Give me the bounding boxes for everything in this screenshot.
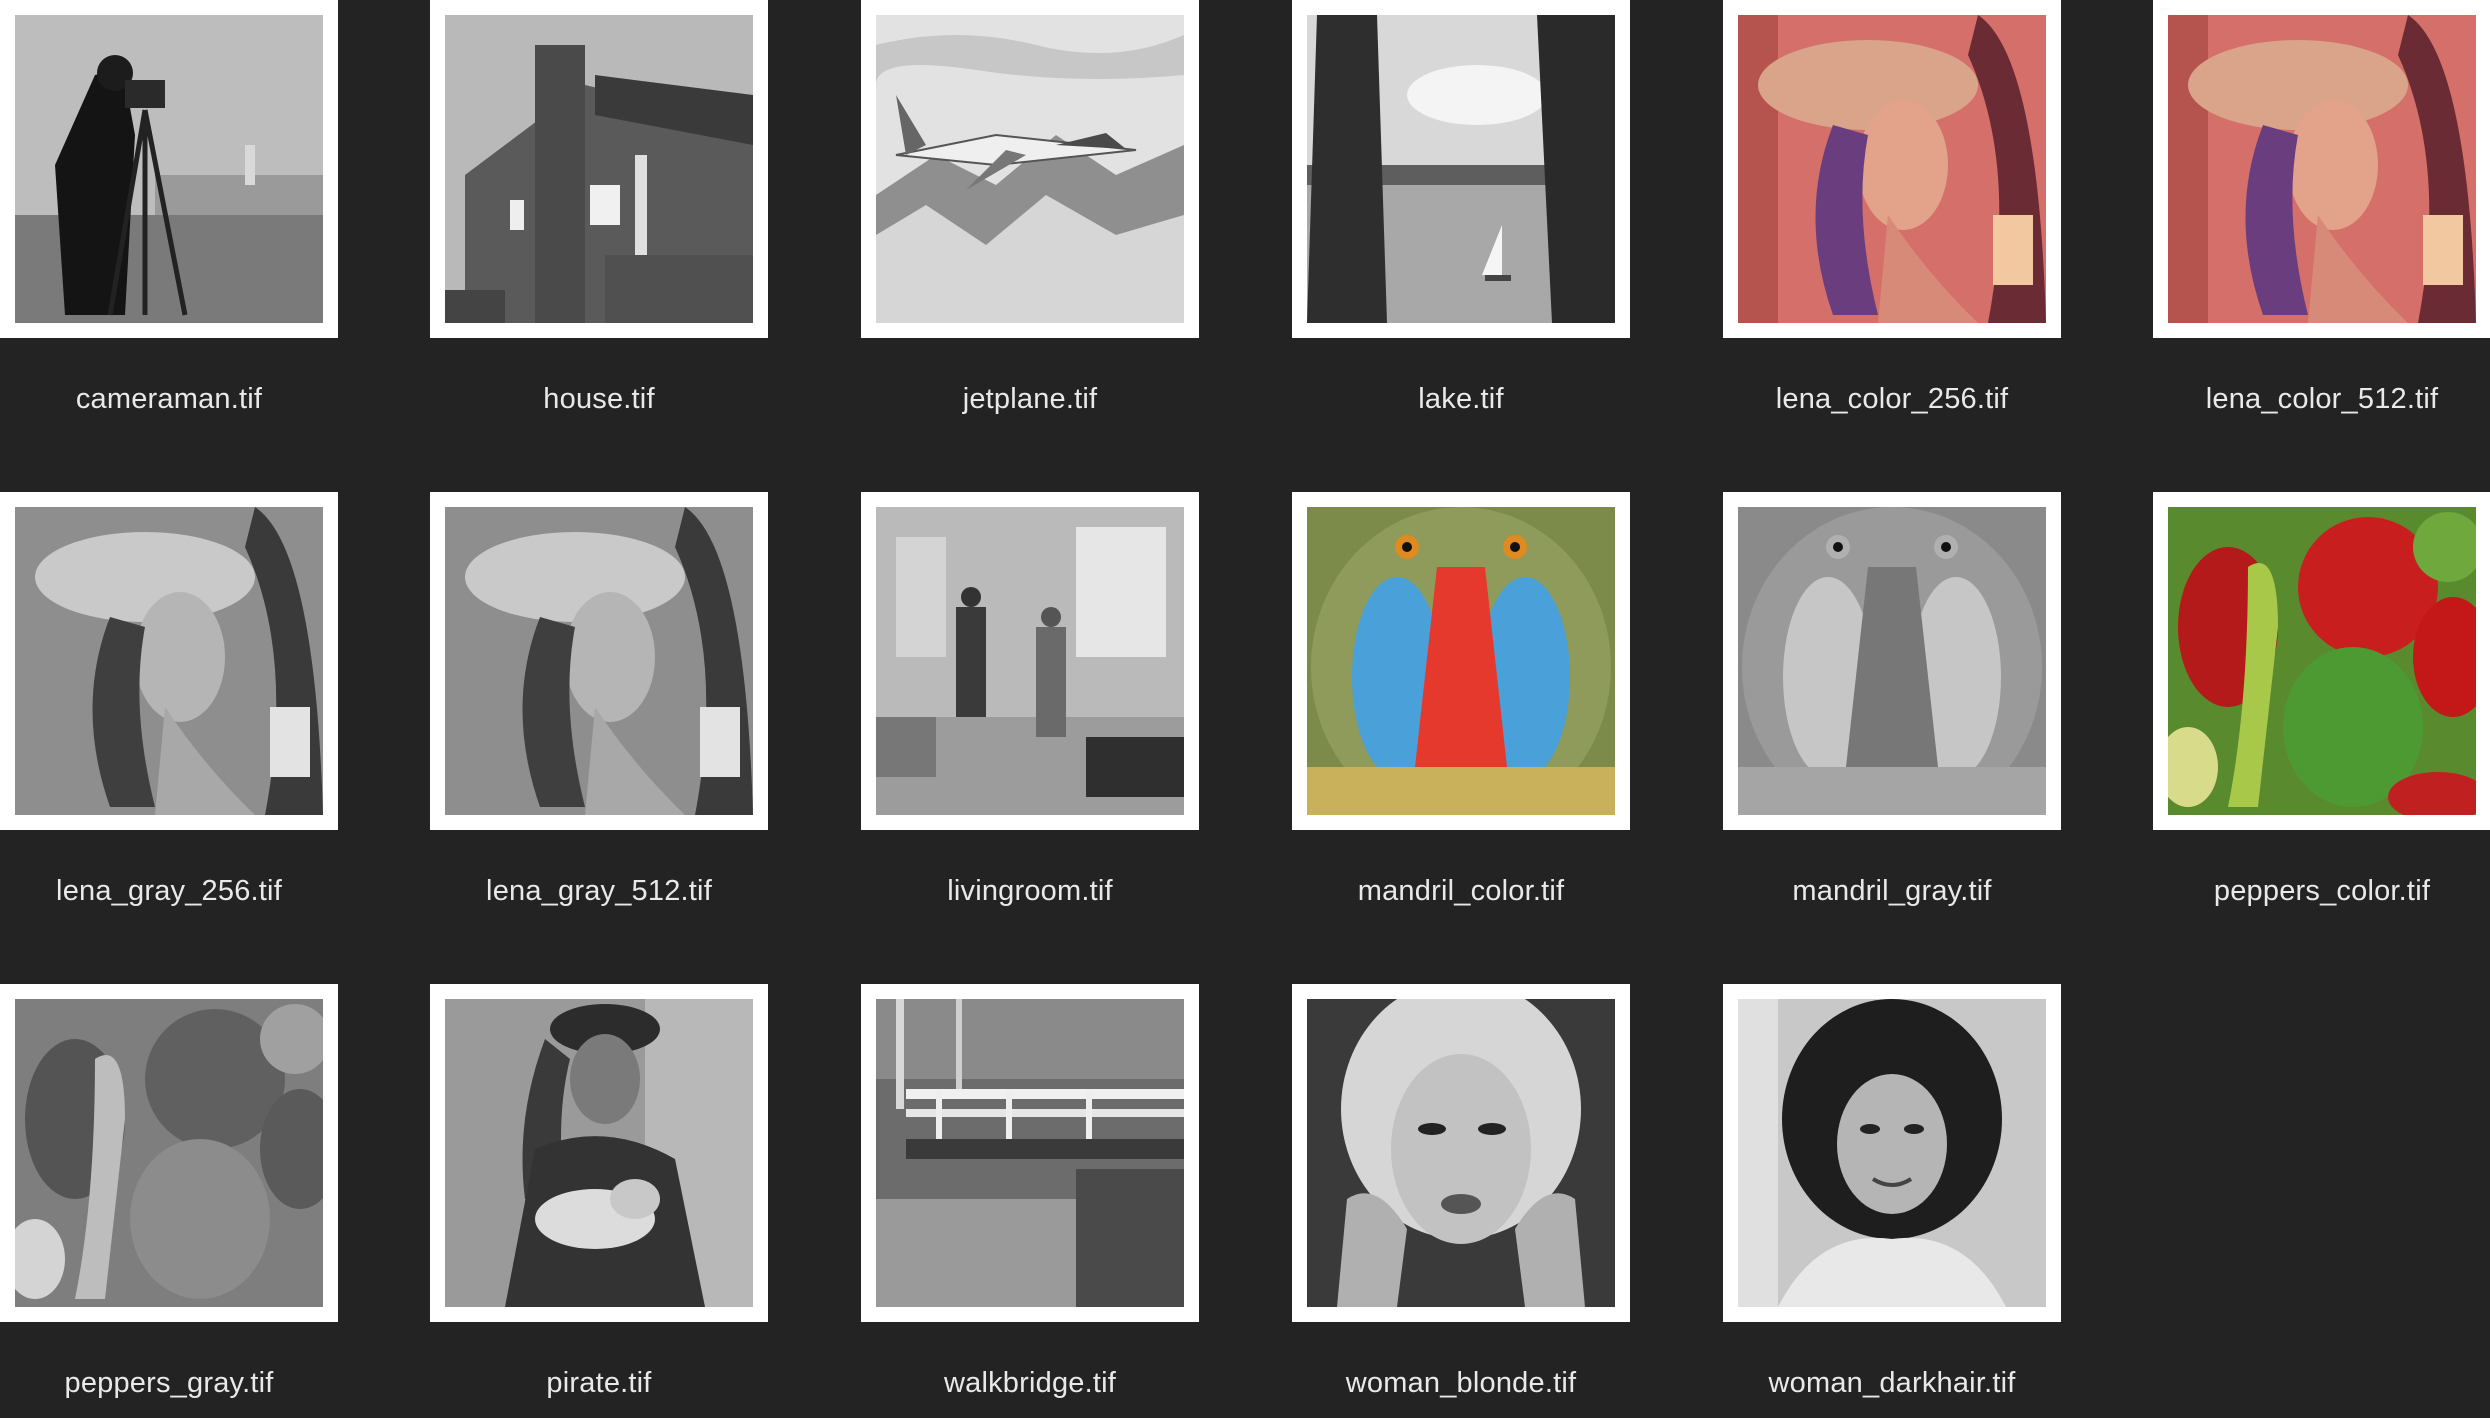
thumbnail-lena-color-256[interactable]: [1723, 0, 2061, 338]
file-name-label[interactable]: lake.tif: [1418, 383, 1504, 415]
file-item-lena-color-256[interactable]: lena_color_256.tif: [1723, 0, 2153, 480]
thumbnail-lake[interactable]: [1292, 0, 1630, 338]
file-item-pirate[interactable]: pirate.tif: [430, 984, 860, 1418]
thumbnail-cameraman[interactable]: [0, 0, 338, 338]
image-file-icon: [445, 507, 753, 815]
image-file-icon: [2168, 15, 2476, 323]
file-name-label[interactable]: peppers_gray.tif: [64, 1367, 274, 1399]
thumbnail-woman-darkhair[interactable]: [1723, 984, 2061, 1322]
image-file-icon: [876, 999, 1184, 1307]
file-name-label[interactable]: woman_darkhair.tif: [1768, 1367, 2016, 1399]
image-file-icon: [876, 507, 1184, 815]
file-name-label[interactable]: woman_blonde.tif: [1345, 1367, 1577, 1399]
thumbnail-lena-color-512[interactable]: [2153, 0, 2490, 338]
thumbnail-pirate[interactable]: [430, 984, 768, 1322]
thumbnail-livingroom[interactable]: [861, 492, 1199, 830]
file-name-label[interactable]: cameraman.tif: [75, 383, 263, 415]
file-name-label[interactable]: walkbridge.tif: [943, 1367, 1117, 1399]
file-name-label[interactable]: lena_gray_512.tif: [486, 875, 712, 907]
image-file-icon: [445, 999, 753, 1307]
file-item-mandril-color[interactable]: mandril_color.tif: [1292, 492, 1722, 972]
thumbnail-house[interactable]: [430, 0, 768, 338]
file-item-woman-blonde[interactable]: woman_blonde.tif: [1292, 984, 1722, 1418]
image-file-icon: [1738, 507, 2046, 815]
file-item-cameraman[interactable]: cameraman.tif: [0, 0, 430, 480]
image-file-icon: [15, 507, 323, 815]
file-item-lena-gray-512[interactable]: lena_gray_512.tif: [430, 492, 860, 972]
file-item-peppers-color[interactable]: peppers_color.tif: [2153, 492, 2490, 972]
file-item-walkbridge[interactable]: walkbridge.tif: [861, 984, 1291, 1418]
image-file-icon: [1738, 999, 2046, 1307]
image-file-icon: [15, 999, 323, 1307]
file-item-jetplane[interactable]: jetplane.tif: [861, 0, 1291, 480]
image-file-icon: [445, 15, 753, 323]
image-file-icon: [1307, 507, 1615, 815]
image-file-icon: [15, 15, 323, 323]
thumbnail-walkbridge[interactable]: [861, 984, 1199, 1322]
file-name-label[interactable]: peppers_color.tif: [2213, 875, 2431, 907]
thumbnail-mandril-color[interactable]: [1292, 492, 1630, 830]
file-name-label[interactable]: lena_gray_256.tif: [56, 875, 282, 907]
file-item-peppers-gray[interactable]: peppers_gray.tif: [0, 984, 430, 1418]
image-file-icon: [1307, 999, 1615, 1307]
image-file-icon: [876, 15, 1184, 323]
thumbnail-woman-blonde[interactable]: [1292, 984, 1630, 1322]
thumbnail-mandril-gray[interactable]: [1723, 492, 2061, 830]
thumbnail-lena-gray-512[interactable]: [430, 492, 768, 830]
file-name-label[interactable]: lena_color_512.tif: [2205, 383, 2439, 415]
thumbnail-peppers-gray[interactable]: [0, 984, 338, 1322]
file-name-label[interactable]: jetplane.tif: [962, 383, 1098, 415]
file-name-label[interactable]: pirate.tif: [546, 1367, 652, 1399]
image-file-icon: [1307, 15, 1615, 323]
file-item-livingroom[interactable]: livingroom.tif: [861, 492, 1291, 972]
thumbnail-peppers-color[interactable]: [2153, 492, 2490, 830]
file-item-woman-darkhair[interactable]: woman_darkhair.tif: [1723, 984, 2153, 1418]
file-name-label[interactable]: mandril_gray.tif: [1792, 875, 1992, 907]
file-name-label[interactable]: lena_color_256.tif: [1775, 383, 2009, 415]
file-name-label[interactable]: house.tif: [543, 383, 655, 415]
thumbnail-jetplane[interactable]: [861, 0, 1199, 338]
file-item-lena-color-512[interactable]: lena_color_512.tif: [2153, 0, 2490, 480]
file-name-label[interactable]: mandril_color.tif: [1357, 875, 1565, 907]
file-item-mandril-gray[interactable]: mandril_gray.tif: [1723, 492, 2153, 972]
image-file-icon: [2168, 507, 2476, 815]
image-file-icon: [1738, 15, 2046, 323]
file-item-house[interactable]: house.tif: [430, 0, 860, 480]
file-name-label[interactable]: livingroom.tif: [947, 875, 1113, 907]
thumbnail-lena-gray-256[interactable]: [0, 492, 338, 830]
file-item-lake[interactable]: lake.tif: [1292, 0, 1722, 480]
file-item-lena-gray-256[interactable]: lena_gray_256.tif: [0, 492, 430, 972]
